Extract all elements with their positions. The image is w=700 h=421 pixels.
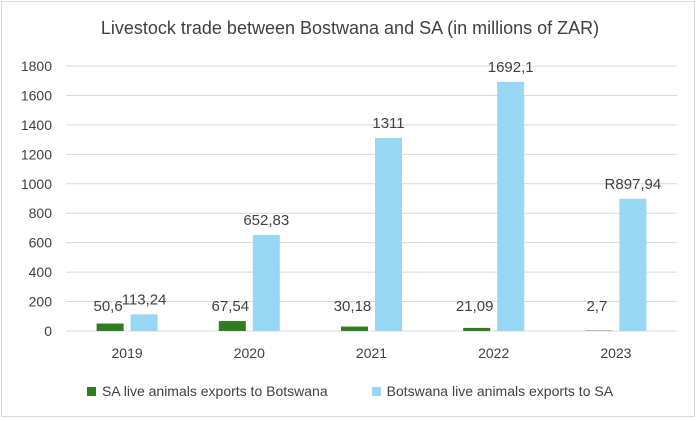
bar-botswana-exports: [130, 314, 158, 331]
data-label: 30,18: [334, 298, 372, 315]
legend-item-botswana-exports: Botswana live animals exports to SA: [371, 383, 614, 399]
bar-sa-exports: [341, 326, 368, 331]
data-label: 1692,1: [488, 59, 534, 76]
legend-label: SA live animals exports to Botswana: [101, 383, 328, 399]
y-tick-label: 1400: [21, 117, 52, 133]
data-label: 1311: [372, 115, 404, 132]
y-tick-label: 1600: [21, 87, 52, 103]
x-tick-label: 2019: [112, 345, 143, 361]
legend: SA live animals exports to Botswana Bots…: [0, 383, 700, 399]
bar-botswana-exports: [375, 137, 402, 331]
bar-sa-exports: [463, 327, 491, 331]
x-tick-label: 2023: [600, 345, 631, 361]
data-label: 2,7: [586, 298, 607, 315]
y-tick-label: 400: [29, 264, 53, 280]
y-tick-label: 200: [29, 294, 53, 310]
chart-title: Livestock trade between Bostwana and SA …: [100, 18, 600, 38]
bar-sa-exports: [96, 323, 124, 331]
y-tick-label: 800: [29, 205, 53, 221]
legend-swatch-blue: [371, 386, 381, 396]
legend-item-sa-exports: SA live animals exports to Botswana: [86, 383, 328, 399]
x-tick-label: 2021: [356, 345, 387, 361]
bar-botswana-exports: [497, 81, 525, 331]
legend-label: Botswana live animals exports to SA: [386, 383, 614, 399]
y-tick-label: 1000: [21, 176, 52, 192]
y-tick-label: 0: [44, 323, 52, 339]
bar-botswana-exports: [252, 234, 280, 331]
data-label: 652,83: [243, 212, 289, 229]
y-tick-label: 1200: [21, 146, 52, 162]
chart-frame: [1, 1, 695, 417]
y-tick-label: 600: [29, 235, 53, 251]
x-tick-label: 2022: [478, 345, 509, 361]
data-label: 67,54: [212, 298, 250, 315]
x-tick-label: 2020: [234, 345, 265, 361]
bar-sa-exports: [218, 321, 246, 331]
data-label: 50,6: [93, 298, 122, 315]
data-label: 21,09: [456, 298, 494, 315]
legend-swatch-green: [86, 386, 96, 396]
bar-botswana-exports: [619, 198, 647, 331]
y-tick-label: 1800: [21, 58, 52, 74]
data-label: R897,94: [605, 176, 662, 193]
data-label: 113,24: [122, 291, 167, 308]
